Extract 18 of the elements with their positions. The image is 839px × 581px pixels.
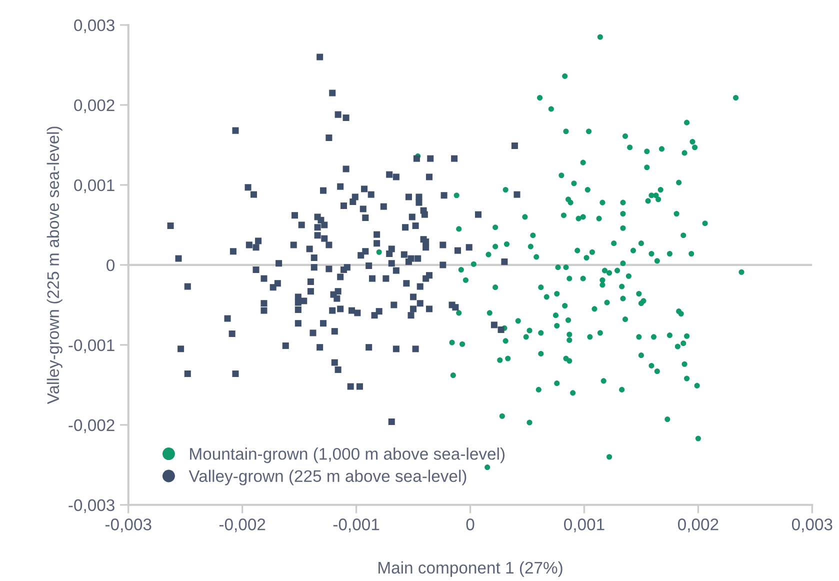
x-tick-label: -0,003 [105,518,152,532]
y-tick-label: 0 [106,259,115,272]
x-tick-label: 0,002 [678,518,718,532]
x-tick-label: -0,001 [333,518,380,532]
legend-label: Mountain-grown (1,000 m above sea-level) [190,448,505,464]
y-axis-title: Valley-grown (225 m above sea-level) [46,126,62,404]
y-tick-label: -0,001 [68,339,114,354]
x-tick-label: -0,002 [219,518,266,532]
x-tick-label: 0,001 [564,518,604,532]
x-tick-label: 0,003 [792,518,832,532]
x-tick-label: 0 [466,518,474,530]
legend-label: Valley-grown (225 m above sea-level) [188,470,466,486]
y-tick-label: 0,002 [74,99,114,114]
y-tick-label: -0,002 [68,419,114,434]
x-axis-title: Main component 1 (27%) [378,561,562,577]
y-tick-label: -0,003 [68,499,114,514]
y-tick-label: 0,001 [74,179,114,194]
y-tick-label: 0,003 [74,19,114,34]
